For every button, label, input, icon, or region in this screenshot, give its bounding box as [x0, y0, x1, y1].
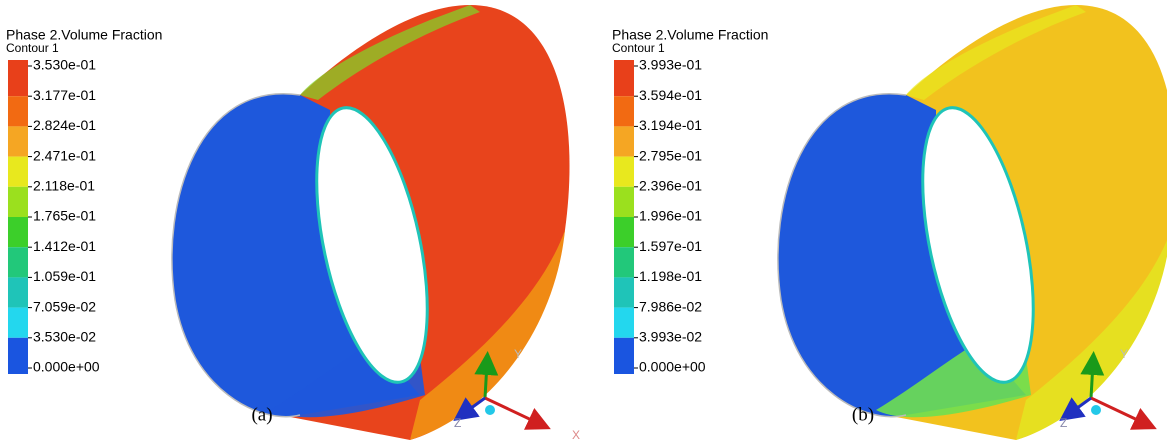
axis-y-label: Y: [514, 347, 522, 361]
colorbar-label: 2.824e-01: [33, 117, 96, 133]
colorbar-segment: [8, 157, 28, 187]
colorbar-segment: [614, 60, 634, 96]
colorbar-segment: [614, 126, 634, 156]
colorbar-segment: [8, 247, 28, 277]
colorbar-segment: [614, 338, 634, 374]
axis-y-label: Y: [1120, 347, 1128, 361]
colorbar-segment: [614, 217, 634, 247]
axis-y-arrow: [1091, 363, 1093, 398]
colorbar-label: 3.177e-01: [33, 87, 96, 103]
colorbar-label: 3.194e-01: [639, 117, 702, 133]
colorbar-label: 2.795e-01: [639, 147, 702, 163]
axis-z-label: Z: [1060, 416, 1067, 430]
colorbar-label: 1.059e-01: [33, 268, 96, 284]
colorbar-label: 3.530e-02: [33, 329, 96, 345]
colorbar-label: 3.594e-01: [639, 87, 702, 103]
colorbar-segment: [614, 187, 634, 217]
colorbar-segment: [8, 308, 28, 338]
colorbar-segment: [614, 247, 634, 277]
colorbar-label: 1.597e-01: [639, 238, 702, 254]
colorbar-segment: [8, 96, 28, 126]
legend-subtitle: Contour 1: [6, 41, 59, 55]
colorbar-segment: [614, 277, 634, 307]
colorbar-label: 1.412e-01: [33, 238, 96, 254]
colorbar-label: 7.986e-02: [639, 298, 702, 314]
colorbar-label: 2.396e-01: [639, 178, 702, 194]
colorbar-label: 1.765e-01: [33, 208, 96, 224]
axis-origin: [1091, 405, 1101, 415]
axis-origin: [485, 405, 495, 415]
colorbar-segment: [8, 338, 28, 374]
colorbar-label: 1.996e-01: [639, 208, 702, 224]
colorbar-label: 0.000e+00: [639, 359, 706, 375]
axis-z-label: Z: [454, 416, 461, 430]
colorbar-label: 3.530e-01: [33, 57, 96, 73]
caption: (a): [251, 404, 272, 425]
colorbar-label: 7.059e-02: [33, 298, 96, 314]
legend-subtitle: Contour 1: [612, 41, 665, 55]
figure: Phase 2.Volume FractionContour 13.530e-0…: [0, 0, 1167, 444]
colorbar-segment: [614, 96, 634, 126]
caption: (b): [852, 404, 874, 425]
colorbar-segment: [8, 60, 28, 96]
colorbar-segment: [8, 126, 28, 156]
colorbar-label: 2.118e-01: [33, 178, 95, 194]
colorbar-label: 3.993e-02: [639, 329, 702, 345]
colorbar-segment: [8, 187, 28, 217]
colorbar-segment: [614, 308, 634, 338]
colorbar-segment: [8, 277, 28, 307]
colorbar-label: 3.993e-01: [639, 57, 702, 73]
colorbar-label: 2.471e-01: [33, 147, 96, 163]
colorbar-segment: [614, 157, 634, 187]
axis-x-label: X: [572, 428, 580, 442]
colorbar-label: 0.000e+00: [33, 359, 100, 375]
colorbar-segment: [8, 217, 28, 247]
colorbar-label: 1.198e-01: [639, 268, 702, 284]
axis-y-arrow: [485, 363, 487, 398]
